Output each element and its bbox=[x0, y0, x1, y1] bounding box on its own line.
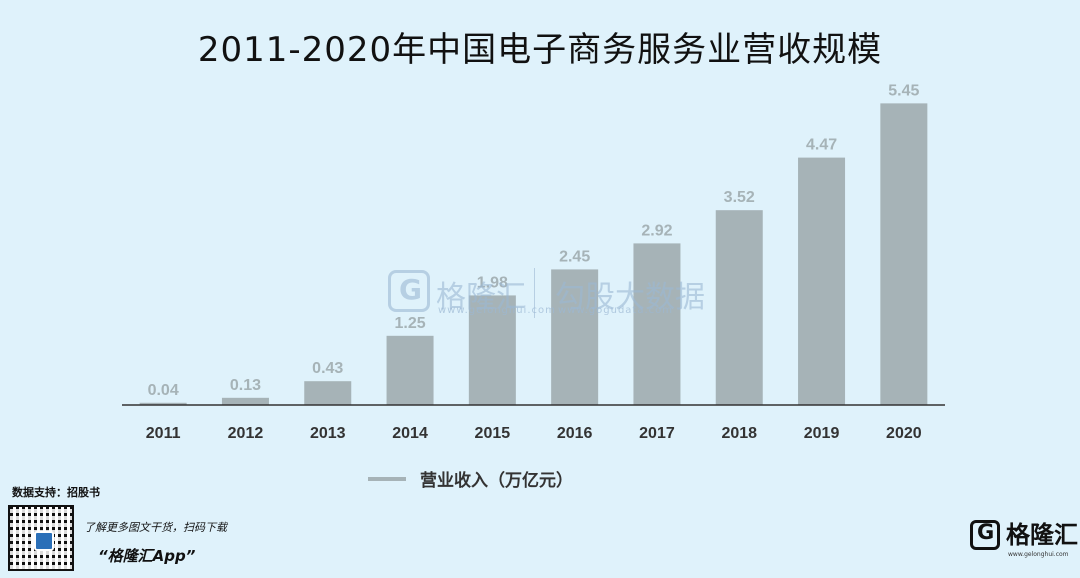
brand-url: www.gelonghui.com bbox=[1008, 551, 1069, 558]
bar-2014 bbox=[386, 335, 434, 405]
watermark-logo-icon bbox=[388, 270, 430, 312]
data-label-2011: 0.04 bbox=[148, 382, 179, 399]
brand-logo: 格隆汇 bbox=[970, 520, 1078, 550]
x-tick-2011: 2011 bbox=[146, 425, 181, 442]
x-tick-2018: 2018 bbox=[721, 425, 757, 442]
watermark-divider bbox=[534, 268, 535, 318]
data-label-2018: 3.52 bbox=[724, 189, 755, 206]
qr-code-icon[interactable] bbox=[8, 505, 74, 571]
watermark-partner-url: www.gogudata.com bbox=[558, 305, 674, 316]
x-tick-2012: 2012 bbox=[228, 425, 264, 442]
bar-2018 bbox=[715, 210, 763, 405]
x-tick-2016: 2016 bbox=[557, 425, 593, 442]
bar-2017 bbox=[633, 243, 681, 405]
data-label-2015: 1.98 bbox=[477, 274, 508, 291]
brand-g-icon bbox=[970, 520, 1000, 550]
bar-2011 bbox=[139, 402, 187, 405]
data-label-2016: 2.45 bbox=[559, 248, 590, 265]
chart-title: 2011-2020年中国电子商务服务业营收规模 bbox=[197, 30, 883, 70]
bar-2020 bbox=[880, 103, 928, 405]
x-tick-2017: 2017 bbox=[639, 425, 675, 442]
bar-2013 bbox=[304, 381, 352, 405]
data-label-2017: 2.92 bbox=[641, 222, 672, 239]
data-label-2013: 0.43 bbox=[312, 360, 343, 377]
x-tick-2013: 2013 bbox=[310, 425, 346, 442]
bar-2016 bbox=[551, 269, 599, 405]
app-name: “格隆汇App” bbox=[98, 547, 196, 565]
brand-name: 格隆汇 bbox=[1006, 521, 1078, 549]
watermark-partner: 勾股大数据 bbox=[555, 280, 705, 315]
data-label-2014: 1.25 bbox=[394, 315, 425, 332]
legend-swatch bbox=[368, 476, 406, 481]
bar-2012 bbox=[221, 397, 269, 405]
data-source: 数据支持：招股书 bbox=[12, 486, 100, 499]
qr-logo-icon bbox=[34, 531, 54, 551]
data-label-2012: 0.13 bbox=[230, 377, 261, 394]
data-label-2019: 4.47 bbox=[806, 137, 837, 154]
watermark-brand-url: www.gelonghui.com bbox=[438, 305, 556, 316]
data-label-2020: 5.45 bbox=[888, 82, 919, 99]
x-tick-2014: 2014 bbox=[392, 425, 428, 442]
x-tick-2015: 2015 bbox=[475, 425, 511, 442]
promo-text: 了解更多图文干货，扫码下载 bbox=[84, 521, 227, 534]
legend-label: 营业收入（万亿元） bbox=[420, 471, 573, 491]
watermark-brand: 格隆汇 bbox=[436, 280, 526, 315]
bar-2015 bbox=[468, 295, 516, 405]
bar-2019 bbox=[798, 157, 846, 405]
x-tick-2019: 2019 bbox=[804, 425, 840, 442]
x-tick-2020: 2020 bbox=[886, 425, 922, 442]
legend: 营业收入（万亿元） bbox=[368, 466, 573, 491]
